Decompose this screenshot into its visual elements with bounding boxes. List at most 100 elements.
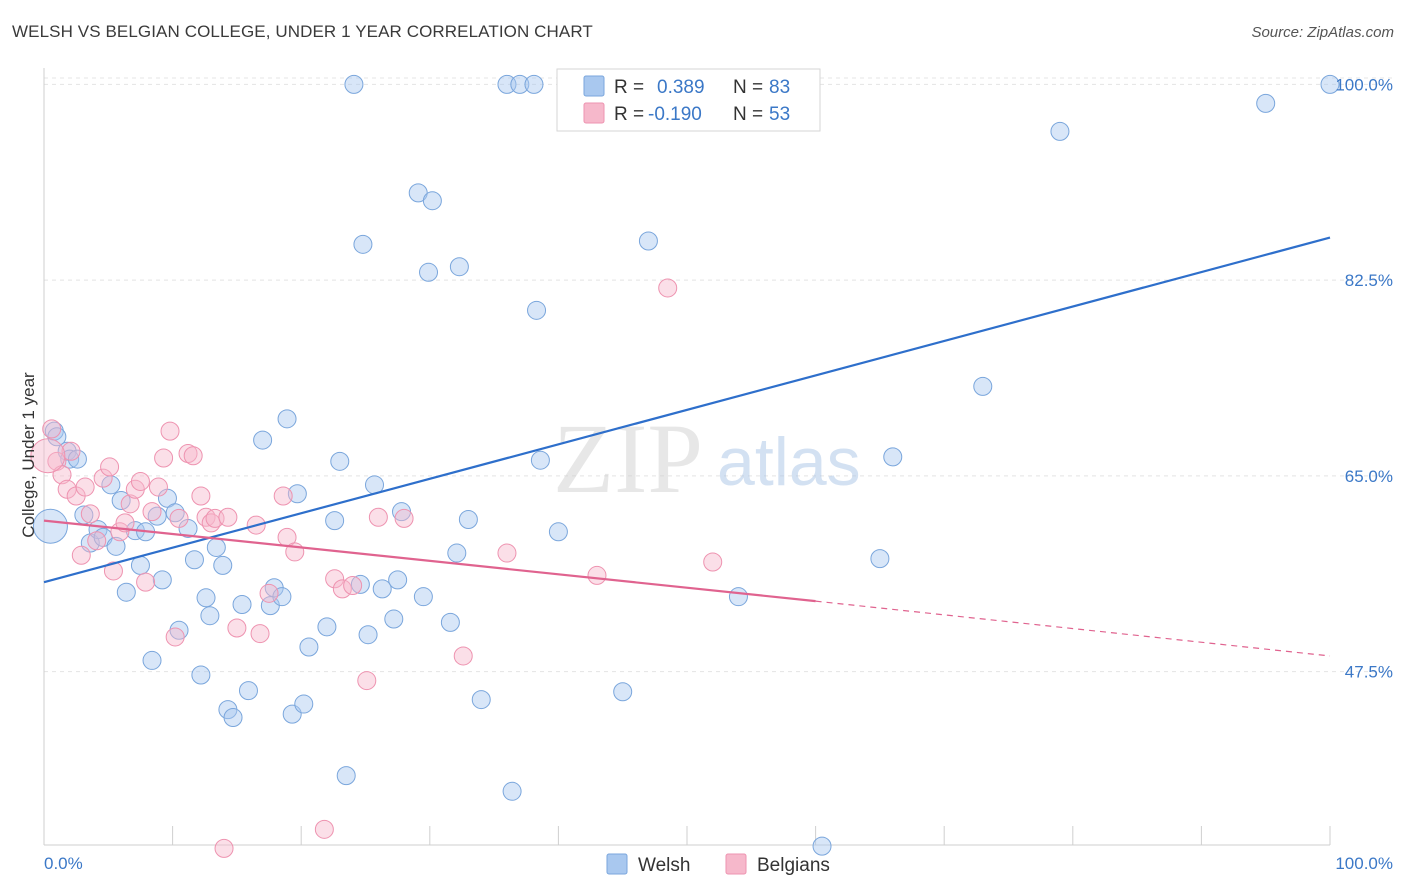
welsh-point xyxy=(422,191,442,211)
belgians-point xyxy=(93,468,113,488)
watermark-atlas: atlas xyxy=(717,424,861,500)
legend-n-label-belgians: N = xyxy=(733,104,763,125)
legend-n-value-welsh: 83 xyxy=(769,77,790,98)
welsh-point xyxy=(223,707,243,727)
belgians-point xyxy=(183,446,203,466)
welsh-point xyxy=(353,234,373,254)
x-tick-label-max: 100.0% xyxy=(1335,854,1393,873)
welsh-point xyxy=(1256,93,1276,113)
welsh-point xyxy=(287,484,307,504)
welsh-trend-line xyxy=(43,236,1331,584)
chart-title: WELSH VS BELGIAN COLLEGE, UNDER 1 YEAR C… xyxy=(12,22,593,41)
legend-top: R = 0.389 N = 83 R = -0.190 N = 53 xyxy=(556,68,821,132)
belgians-point xyxy=(169,508,189,528)
belgians-point xyxy=(87,531,107,551)
belgians-point xyxy=(178,444,198,463)
welsh-point xyxy=(530,450,550,470)
legend-swatch-welsh xyxy=(583,75,605,97)
welsh-point xyxy=(330,451,350,471)
welsh-point xyxy=(325,511,345,531)
welsh-point xyxy=(336,766,356,786)
y-tick-labels: 47.5% 65.0% 82.5% 100.0% xyxy=(1335,75,1393,681)
belgians-point xyxy=(273,486,293,506)
y-tick-label: 47.5% xyxy=(1345,663,1393,682)
welsh-point xyxy=(184,550,204,570)
welsh-point xyxy=(142,650,162,670)
series-welsh xyxy=(32,74,1340,856)
belgians-trend-line xyxy=(43,519,816,603)
welsh-point xyxy=(106,536,126,556)
welsh-point xyxy=(1050,121,1070,141)
welsh-point xyxy=(548,522,568,542)
belgians-trend-line-extension xyxy=(815,600,1331,657)
legend-r-value-belgians: -0.190 xyxy=(648,104,702,125)
watermark: ZIP atlas xyxy=(553,403,861,514)
welsh-point xyxy=(458,509,478,529)
watermark-zip: ZIP xyxy=(553,403,703,514)
belgians-point xyxy=(332,579,352,599)
welsh-point xyxy=(294,694,314,714)
belgians-point xyxy=(314,819,334,839)
y-tick-label: 82.5% xyxy=(1345,271,1393,290)
belgians-point xyxy=(325,569,345,589)
belgians-point xyxy=(130,471,150,491)
belgians-point xyxy=(115,513,135,533)
welsh-point xyxy=(191,665,211,685)
welsh-point xyxy=(116,582,136,602)
welsh-point xyxy=(165,503,185,523)
welsh-point xyxy=(613,682,633,702)
belgians-point xyxy=(191,486,211,506)
axes xyxy=(43,68,1331,846)
belgians-point xyxy=(218,507,238,527)
welsh-point xyxy=(206,537,226,557)
belgians-point xyxy=(497,543,517,563)
series-belgians xyxy=(30,278,723,858)
legend-n-value-belgians: 53 xyxy=(769,104,790,125)
belgians-point xyxy=(587,565,607,585)
welsh-point xyxy=(238,681,258,701)
welsh-point xyxy=(440,612,460,632)
welsh-point xyxy=(638,231,658,251)
welsh-point xyxy=(812,836,832,856)
welsh-point xyxy=(471,690,491,710)
belgians-point xyxy=(343,575,363,595)
belgians-point xyxy=(30,438,66,474)
welsh-point xyxy=(277,409,297,429)
welsh-point xyxy=(350,574,370,594)
welsh-point xyxy=(372,579,392,599)
legend-r-value-welsh: 0.389 xyxy=(657,77,705,98)
legend-bottom-swatch-belgians xyxy=(725,853,747,875)
belgians-point xyxy=(394,508,414,528)
welsh-point xyxy=(384,609,404,629)
welsh-point xyxy=(317,617,337,637)
belgians-point xyxy=(148,477,168,497)
welsh-point xyxy=(527,300,547,320)
belgians-point xyxy=(658,278,678,298)
welsh-point xyxy=(200,606,220,626)
welsh-point xyxy=(524,74,544,94)
welsh-point xyxy=(196,588,216,608)
trend-lines xyxy=(43,236,1331,657)
belgians-point xyxy=(120,494,140,514)
welsh-point xyxy=(272,587,292,607)
grid-lines xyxy=(44,77,1392,673)
legend-bottom-label-welsh: Welsh xyxy=(638,855,690,876)
x-tick-label-min: 0.0% xyxy=(44,854,83,873)
belgians-point xyxy=(71,545,91,565)
welsh-point xyxy=(358,625,378,645)
welsh-point xyxy=(728,587,748,607)
welsh-point xyxy=(973,376,993,396)
belgians-point xyxy=(103,561,123,581)
legend-n-label-welsh: N = xyxy=(733,77,763,98)
welsh-point xyxy=(32,508,68,544)
data-points xyxy=(30,74,1340,858)
belgians-point xyxy=(368,507,388,527)
welsh-point xyxy=(883,447,903,467)
welsh-point xyxy=(344,74,364,94)
welsh-point xyxy=(1320,74,1340,94)
x-tick-labels: 0.0% 100.0% xyxy=(44,854,1393,873)
legend-r-label-welsh: R = xyxy=(614,77,644,98)
welsh-point xyxy=(67,449,87,469)
belgians-point xyxy=(227,618,247,638)
